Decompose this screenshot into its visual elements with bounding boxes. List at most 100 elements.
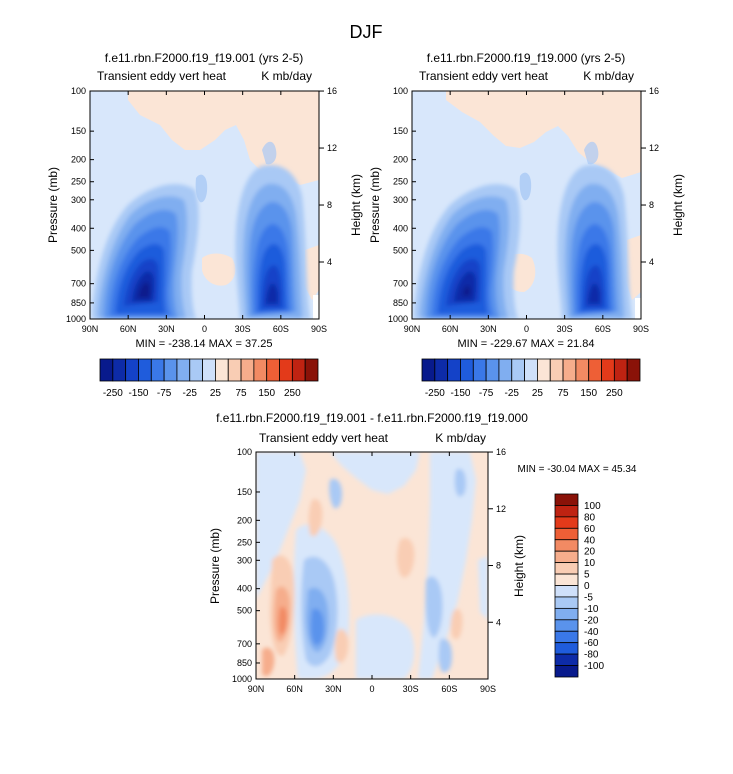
panel-c-colorbar-swatch bbox=[554, 607, 579, 621]
panel-a-missing bbox=[313, 295, 319, 319]
panel-c-ytick-label: 250 bbox=[237, 537, 252, 547]
panel-a-sh-cell bbox=[235, 165, 310, 319]
panel-b-colorbar-label: 250 bbox=[606, 388, 623, 399]
panel-b-colorbar-label: -25 bbox=[505, 388, 520, 399]
panel-c-colorbar-swatch bbox=[554, 630, 579, 644]
panel-c-field bbox=[256, 452, 488, 679]
panel-c-colorbar-label: -100 bbox=[584, 661, 604, 672]
panel-a-colorbar-swatch bbox=[125, 358, 139, 382]
panel-b-colorbar-swatch bbox=[498, 358, 513, 382]
panel-b-xtick-label: 60S bbox=[595, 324, 611, 334]
panel-c-colorbar-swatch bbox=[554, 619, 579, 632]
panel-a-left-label: Transient eddy vert heat bbox=[97, 69, 227, 83]
panel-b-sh-cell bbox=[557, 165, 632, 319]
panel-c-colorbar-swatch bbox=[554, 527, 579, 541]
panel-b-colorbar-swatch bbox=[588, 358, 602, 382]
panel-a-ytick-label: 1000 bbox=[66, 314, 86, 324]
panel-a-upper-blob-2 bbox=[262, 141, 277, 165]
panel-c-rtick-label: 8 bbox=[496, 561, 501, 571]
panel-b-upper-blob-2 bbox=[584, 141, 599, 165]
panel-a-colorbar-label: 250 bbox=[284, 388, 301, 399]
panel-b-title: f.e11.rbn.F2000.f19_f19.000 (yrs 2-5) bbox=[427, 51, 626, 65]
panel-c-xtick-label: 30N bbox=[325, 684, 342, 694]
panel-a-axes: 90N 60N 30N 0 30S 60S 90S 100 150 200 250 300 400 500… bbox=[66, 86, 337, 334]
panel-a-colorbar-swatch bbox=[112, 358, 127, 382]
panel-b-xtick-label: 90N bbox=[404, 324, 421, 334]
panel-a-colorbar-swatch bbox=[304, 358, 319, 382]
panel-c-colorbar-label: -80 bbox=[584, 650, 599, 661]
panel-b-xtick-label: 30S bbox=[557, 324, 573, 334]
panel-c-colorbar-label: -60 bbox=[584, 638, 599, 649]
panel-a-rtick-label: 12 bbox=[327, 143, 337, 153]
panel-b-colorbar-swatch bbox=[421, 358, 436, 382]
panel-b-colorbar-label: 75 bbox=[557, 388, 569, 399]
panel-a-colorbar-swatch bbox=[253, 358, 268, 382]
panel-b-ylabel: Pressure (mb) bbox=[368, 167, 382, 243]
panel-c: f.e11.rbn.F2000.f19_f19.001 - f.e11.rbn.… bbox=[208, 411, 637, 694]
panel-c-pattern bbox=[256, 452, 488, 679]
panel-a-colorbar-swatch bbox=[189, 358, 203, 382]
panel-b-colorbar-swatch bbox=[472, 358, 487, 382]
panel-a-nh-cell bbox=[92, 184, 199, 319]
panel-c-colorbar-label: -40 bbox=[584, 627, 599, 638]
panel-a-colorbar-swatch bbox=[227, 358, 242, 382]
panel-c-colorbar-label: -20 bbox=[584, 615, 599, 626]
panel-c-xtick-label: 90N bbox=[248, 684, 265, 694]
panel-a-colorbar-swatch bbox=[279, 358, 293, 382]
panel-a-colorbar-swatch bbox=[176, 358, 191, 382]
panel-c-colorbar-swatch bbox=[554, 573, 579, 586]
panel-a-colorbar-swatch bbox=[215, 358, 229, 382]
panel-c-ylabel: Pressure (mb) bbox=[208, 528, 222, 604]
panel-c-ytick-label: 150 bbox=[237, 487, 252, 497]
panel-b-xtick-label: 30N bbox=[480, 324, 497, 334]
panel-a-xtick-label: 30S bbox=[235, 324, 251, 334]
panel-a-ytick-label: 150 bbox=[71, 126, 86, 136]
panel-b-ylabel-right: Height (km) bbox=[671, 174, 685, 236]
panel-a-colorbar-swatch bbox=[138, 358, 152, 382]
panel-b-right-label: K mb/day bbox=[583, 69, 634, 83]
panel-a-positive-mid bbox=[202, 253, 236, 286]
panel-a-colorbar-label: 150 bbox=[258, 388, 275, 399]
panel-c-left-label: Transient eddy vert heat bbox=[259, 431, 389, 445]
panel-c-ylabel-right: Height (km) bbox=[512, 535, 526, 597]
panel-a-colorbar-label: 75 bbox=[235, 388, 247, 399]
panel-a-ytick-label: 850 bbox=[71, 298, 86, 308]
panel-c-xtick-label: 60N bbox=[286, 684, 303, 694]
panel-b-colorbar-swatch bbox=[485, 358, 500, 382]
panel-a-colorbar-swatch bbox=[291, 358, 306, 382]
panel-a-ytick-label: 500 bbox=[71, 245, 86, 255]
panel-a-colorbar-swatch bbox=[240, 358, 255, 382]
panel-a-colorbar-swatch bbox=[150, 358, 165, 382]
panel-b-stats: MIN = -229.67 MAX = 21.84 bbox=[458, 338, 595, 350]
panel-a-xtick-label: 0 bbox=[202, 324, 207, 334]
panel-a-rtick-label: 4 bbox=[327, 257, 332, 267]
panel-b-xtick-label: 90S bbox=[633, 324, 649, 334]
panel-a-colorbar-swatch bbox=[266, 358, 280, 382]
panel-a-stats: MIN = -238.14 MAX = 37.25 bbox=[136, 338, 273, 350]
panel-a-xtick-label: 30N bbox=[158, 324, 175, 334]
panel-c-colorbar-swatch bbox=[554, 665, 579, 678]
panel-a-positive-right bbox=[304, 245, 319, 300]
panel-a-rtick-label: 8 bbox=[327, 200, 332, 210]
panel-a-title: f.e11.rbn.F2000.f19_f19.001 (yrs 2-5) bbox=[105, 51, 304, 65]
panel-c-rtick-label: 4 bbox=[496, 617, 501, 627]
panel-b-rtick-label: 4 bbox=[649, 257, 654, 267]
panel-b-ytick-label: 150 bbox=[393, 126, 408, 136]
panel-a-field bbox=[90, 91, 319, 319]
panel-c-colorbar-label: 20 bbox=[584, 547, 596, 558]
panel-c-colorbar-label: 0 bbox=[584, 581, 590, 592]
panel-b-colorbar-swatch bbox=[524, 358, 538, 382]
panel-b-colorbar-swatch bbox=[434, 358, 449, 382]
panel-a-colorbar: -250 -150 -75 -25 25 75 150 250 bbox=[99, 358, 319, 399]
panel-a-ytick-label: 400 bbox=[71, 223, 86, 233]
panel-c-ytick-label: 400 bbox=[237, 584, 252, 594]
panel-a-colorbar-label: -25 bbox=[183, 388, 198, 399]
panel-a: f.e11.rbn.F2000.f19_f19.001 (yrs 2-5) Tr… bbox=[46, 51, 363, 399]
panel-c-ytick-label: 100 bbox=[237, 447, 252, 457]
panel-a-xtick-label: 90N bbox=[82, 324, 99, 334]
panel-b-ytick-label: 100 bbox=[393, 86, 408, 96]
panel-c-colorbar-label: 80 bbox=[584, 512, 596, 523]
panel-a-colorbar-swatch bbox=[163, 358, 178, 382]
figure-title: DJF bbox=[350, 22, 383, 42]
panel-c-title: f.e11.rbn.F2000.f19_f19.001 - f.e11.rbn.… bbox=[216, 411, 528, 425]
